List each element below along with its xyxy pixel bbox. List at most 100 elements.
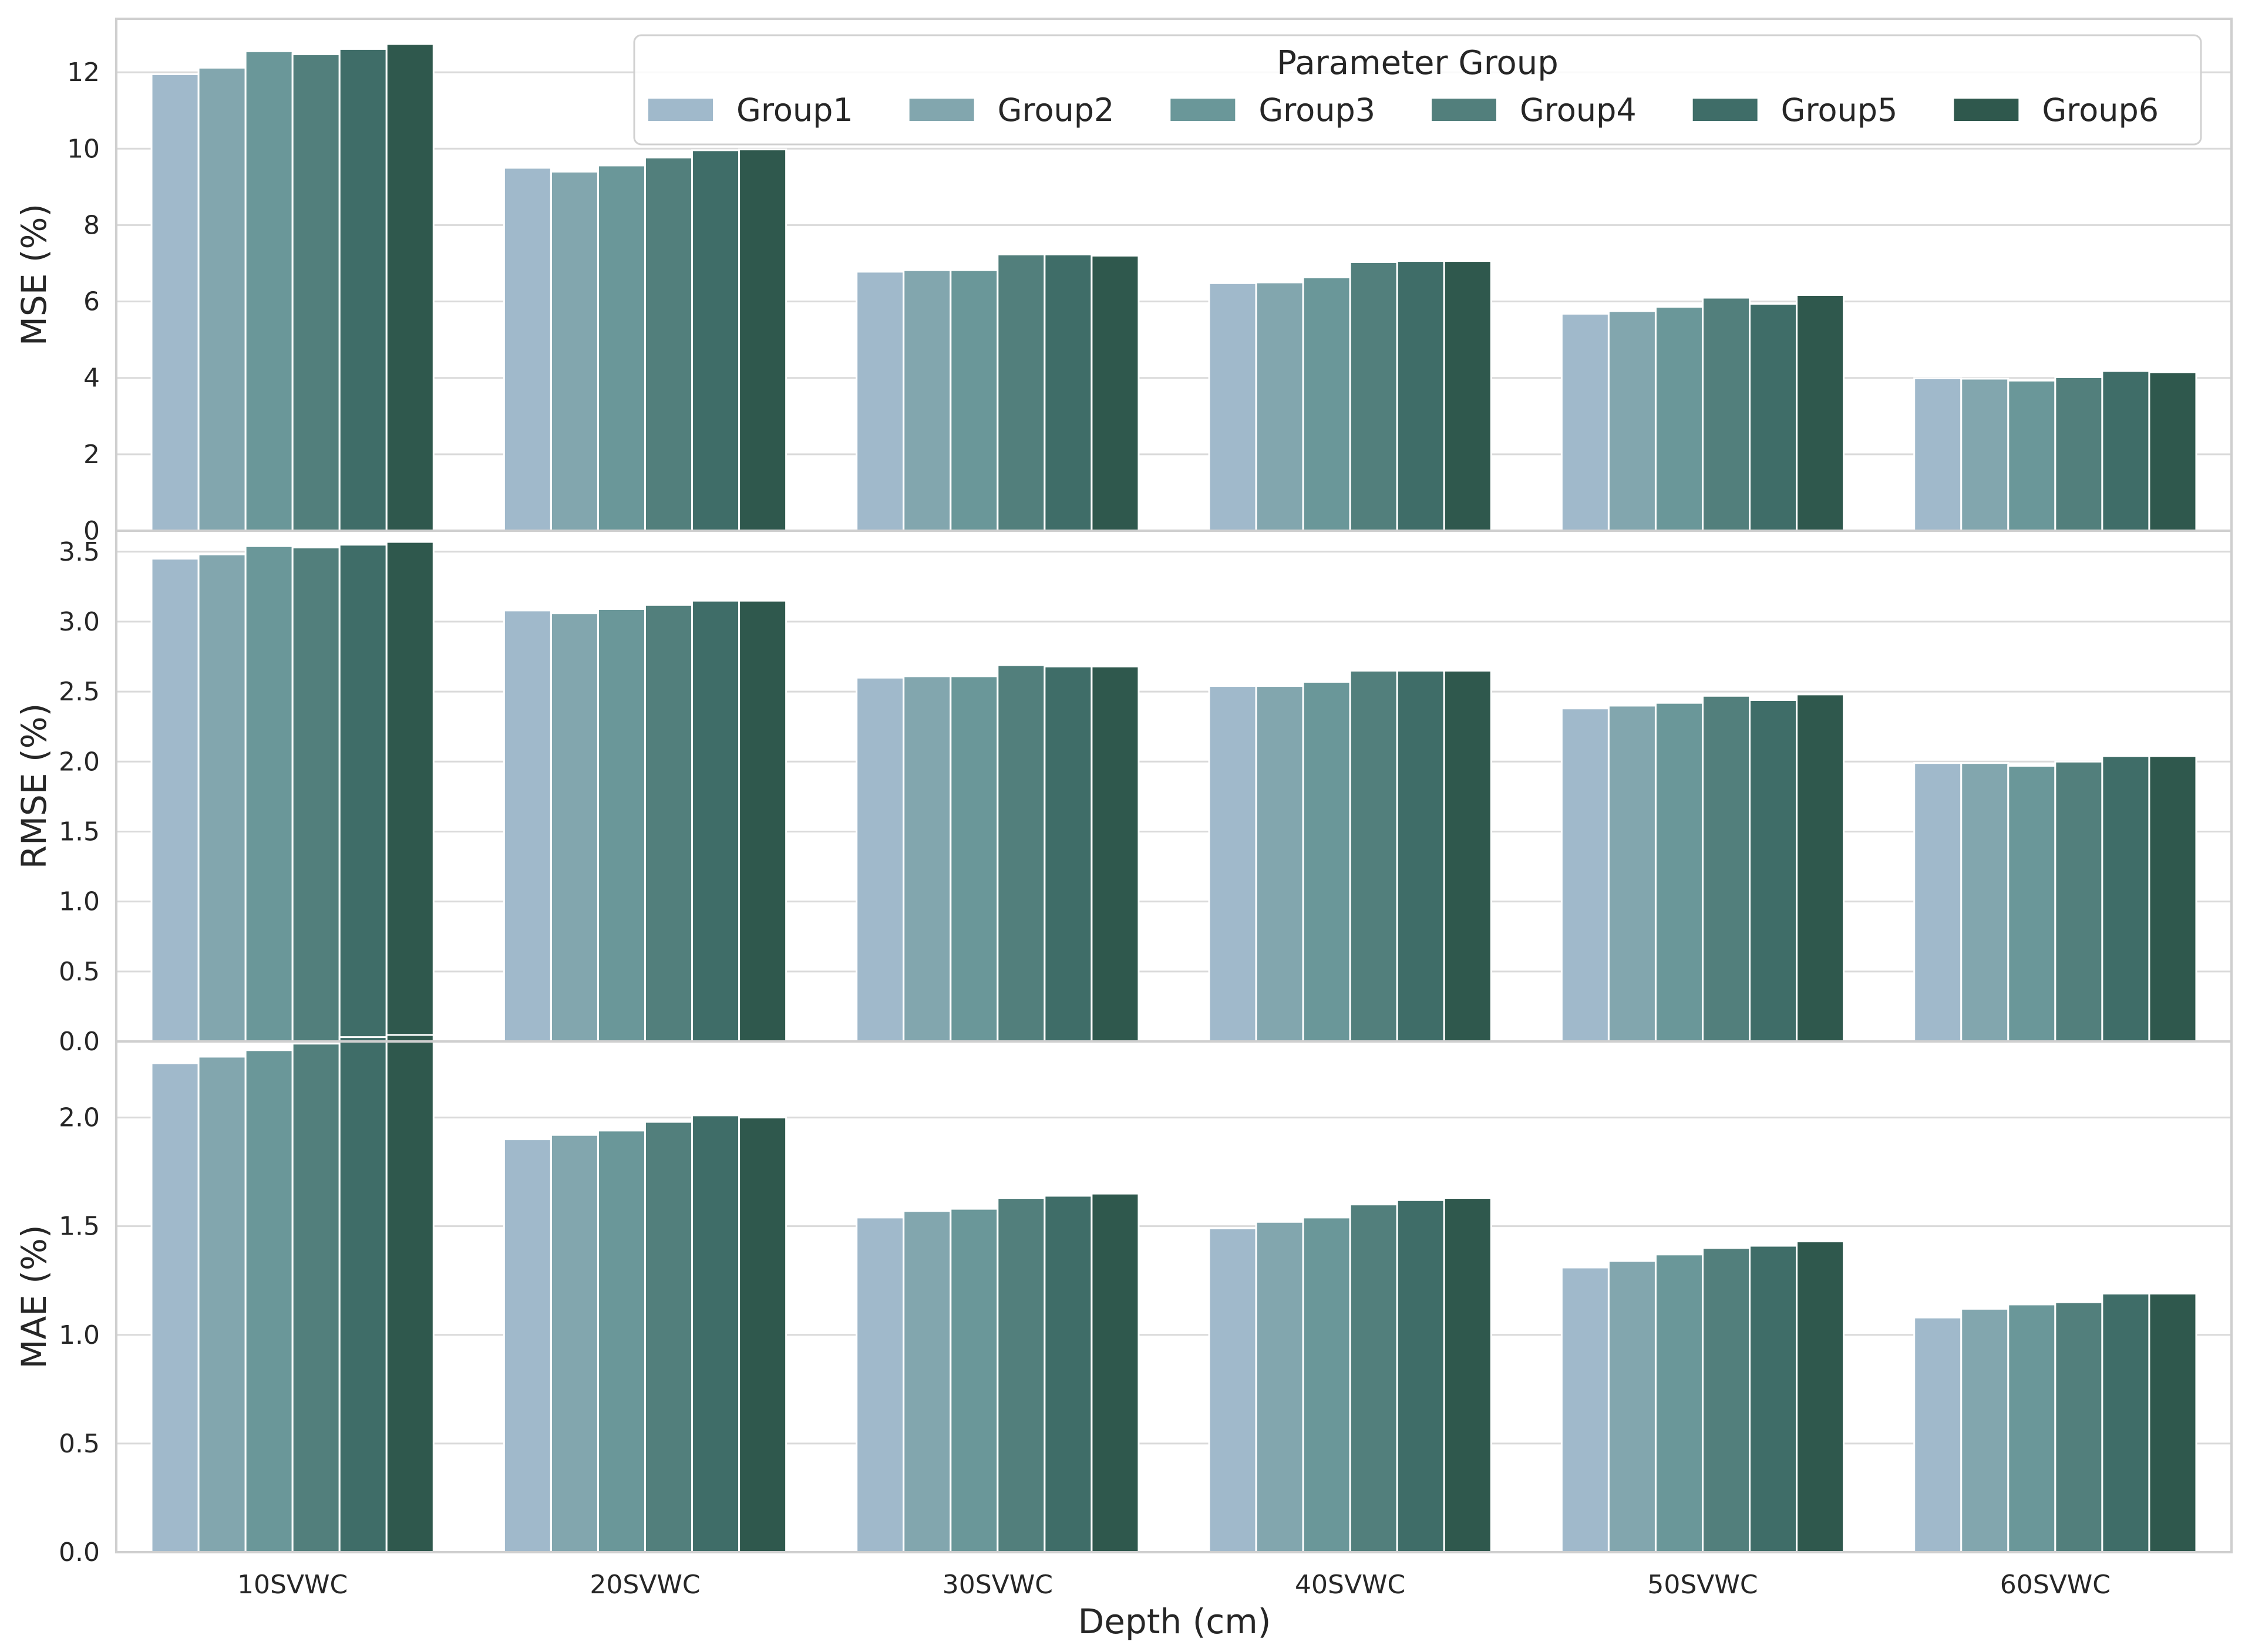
- y-tick-label: 1.5: [59, 817, 100, 847]
- bar-group1-60svwc: [1913, 377, 1963, 532]
- legend-swatch-group3: [1170, 99, 1236, 121]
- bar-group1-40svwc: [1208, 1227, 1257, 1553]
- bar-group1-60svwc: [1913, 762, 1963, 1043]
- bar-group5-60svwc: [2101, 370, 2150, 532]
- bar-group5-30svwc: [1044, 1195, 1093, 1553]
- bar-group4-30svwc: [997, 1197, 1046, 1553]
- bar-group3-10svwc: [244, 545, 294, 1043]
- y-tick-label: 4: [83, 363, 100, 393]
- panel-3: 0.0 0.5 1.0 1.5 2.0 MAE (%): [14, 1034, 2233, 1567]
- bar-group4-10svwc: [291, 1043, 341, 1553]
- y-tick-label: 12: [67, 58, 100, 87]
- bar-group6-30svwc: [1090, 254, 1140, 532]
- bar-group2-40svwc: [1255, 685, 1304, 1043]
- bar-group3-30svwc: [950, 675, 999, 1043]
- y-tick-label: 1.5: [59, 1212, 100, 1242]
- y-tick-label: 10: [67, 134, 100, 164]
- bar-group2-60svwc: [1960, 762, 2010, 1043]
- bar-group2-50svwc: [1607, 1260, 1657, 1553]
- y-tick-label: 2.0: [59, 747, 100, 777]
- bar-group4-10svwc: [291, 547, 341, 1043]
- bar-group3-20svwc: [597, 608, 647, 1043]
- bar-group4-50svwc: [1702, 694, 1751, 1043]
- bar-group4-30svwc: [997, 254, 1046, 532]
- bar-group2-40svwc: [1255, 1221, 1304, 1553]
- y-tick-label: 2: [83, 440, 100, 470]
- bar-group3-20svwc: [597, 1130, 647, 1553]
- y-tick-label: 1.0: [59, 1320, 100, 1350]
- legend-label-group2: Group2: [998, 92, 1115, 129]
- legend: Parameter Group Group1 Group2 Group3 Group4 G…: [633, 34, 2202, 146]
- y-tick-label: 3.5: [59, 537, 100, 567]
- bar-group6-60svwc: [2148, 371, 2197, 532]
- bar-group5-10svwc: [338, 1036, 388, 1553]
- bar-group2-20svwc: [550, 1134, 599, 1553]
- bar-group1-40svwc: [1208, 282, 1257, 532]
- bar-group6-50svwc: [1796, 294, 1845, 532]
- bar-group3-40svwc: [1302, 680, 1351, 1043]
- bar-group4-20svwc: [644, 156, 694, 532]
- bar-group2-30svwc: [903, 269, 952, 532]
- bar-group2-10svwc: [197, 554, 247, 1043]
- plot-area: [116, 531, 2231, 1041]
- bar-group4-20svwc: [644, 1121, 694, 1553]
- bar-group1-50svwc: [1560, 1266, 1610, 1553]
- bar-group6-40svwc: [1443, 260, 1492, 532]
- bar-group3-50svwc: [1654, 702, 1704, 1043]
- bar-group3-30svwc: [950, 1208, 999, 1553]
- bar-group1-30svwc: [856, 1216, 905, 1553]
- bar-group4-40svwc: [1349, 669, 1398, 1043]
- legend-swatch-group5: [1692, 99, 1758, 121]
- bar-group1-50svwc: [1560, 312, 1610, 532]
- bar-group5-60svwc: [2101, 755, 2150, 1043]
- y-tick-label: 8: [83, 210, 100, 240]
- bar-group5-10svwc: [338, 48, 388, 532]
- bar-group6-10svwc: [385, 43, 435, 532]
- bar-group4-40svwc: [1349, 1203, 1398, 1553]
- bar-group4-30svwc: [997, 664, 1046, 1043]
- bar-group3-60svwc: [2007, 764, 2056, 1043]
- bar-group2-20svwc: [550, 170, 599, 532]
- bar-group3-50svwc: [1654, 1253, 1704, 1553]
- bar-group5-50svwc: [1749, 302, 1798, 532]
- legend-swatch-group4: [1432, 99, 1496, 121]
- x-axis-label: Depth (cm): [1078, 1602, 1271, 1641]
- bar-group1-20svwc: [503, 1138, 552, 1553]
- bar-group1-20svwc: [503, 167, 552, 532]
- y-axis-label: MSE (%): [14, 204, 54, 346]
- bar-group6-10svwc: [385, 1034, 435, 1553]
- bar-group6-30svwc: [1090, 1192, 1140, 1553]
- y-tick-label: 0.5: [59, 1429, 100, 1459]
- legend-swatch-group6: [1954, 99, 2019, 121]
- legend-label-group3: Group3: [1258, 92, 1375, 129]
- bar-group5-40svwc: [1396, 669, 1445, 1043]
- y-tick-label: 0.5: [59, 957, 100, 987]
- y-tick-label: 1.0: [59, 887, 100, 917]
- x-tick-label: 10SVWC: [237, 1570, 348, 1600]
- y-tick-label: 2.5: [59, 677, 100, 707]
- bar-group2-40svwc: [1255, 281, 1304, 532]
- x-tick-label: 60SVWC: [2000, 1570, 2111, 1600]
- bar-group4-60svwc: [2054, 376, 2103, 532]
- bar-group4-60svwc: [2054, 1301, 2103, 1553]
- bar-group1-50svwc: [1560, 707, 1610, 1043]
- bar-group1-30svwc: [856, 271, 905, 532]
- x-tick-label: 40SVWC: [1295, 1570, 1405, 1600]
- bar-group1-60svwc: [1913, 1316, 1963, 1553]
- bar-group2-10svwc: [197, 66, 247, 532]
- bar-group6-40svwc: [1443, 1197, 1492, 1553]
- bar-group6-20svwc: [738, 599, 787, 1043]
- y-tick-label: 2.0: [59, 1103, 100, 1133]
- legend-swatch-group2: [909, 99, 974, 121]
- bar-group1-10svwc: [150, 558, 200, 1043]
- y-axis-label: RMSE (%): [14, 703, 54, 869]
- y-tick-label: 0.0: [59, 1027, 100, 1057]
- bar-group5-30svwc: [1044, 254, 1093, 532]
- x-tick-label: 30SVWC: [943, 1570, 1053, 1600]
- bar-group3-60svwc: [2007, 1303, 2056, 1553]
- legend-swatch-group1: [648, 99, 713, 121]
- bar-group4-50svwc: [1702, 1247, 1751, 1553]
- bar-group2-30svwc: [903, 675, 952, 1043]
- bar-group1-40svwc: [1208, 685, 1257, 1043]
- bar-group6-50svwc: [1796, 693, 1845, 1043]
